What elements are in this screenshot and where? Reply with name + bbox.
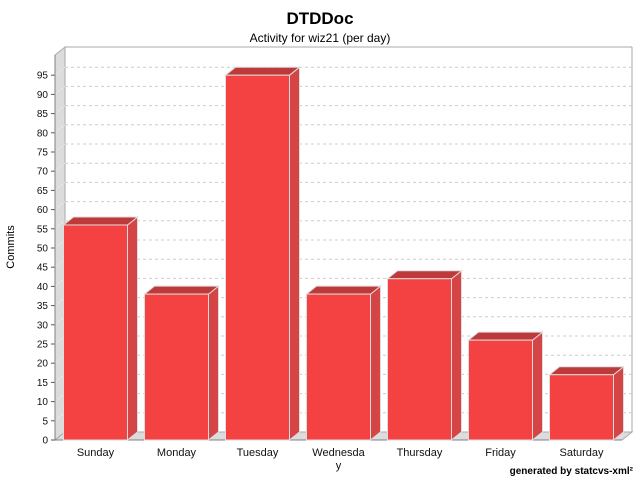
y-tick-label-0: 0 bbox=[42, 436, 48, 447]
bar-thursday-top bbox=[386, 270, 463, 280]
bar-monday bbox=[143, 285, 220, 442]
y-tick-label-10: 10 bbox=[37, 397, 49, 408]
bar-saturday-top bbox=[548, 366, 625, 376]
y-tick-label-85: 85 bbox=[37, 109, 49, 120]
y-tick-label-35: 35 bbox=[37, 301, 49, 312]
bar-sunday-front bbox=[63, 224, 128, 441]
x-tick-label-tuesday: Tuesday bbox=[237, 447, 279, 459]
y-tick-label-90: 90 bbox=[37, 90, 49, 101]
y-tick-label-20: 20 bbox=[37, 359, 49, 370]
bar-wednesday bbox=[305, 285, 382, 442]
y-tick-label-65: 65 bbox=[37, 186, 49, 197]
bar-thursday-front bbox=[387, 278, 452, 441]
y-tick-label-60: 60 bbox=[37, 205, 49, 216]
y-tick-label-75: 75 bbox=[37, 148, 49, 159]
bar-saturday-side bbox=[613, 365, 624, 442]
chart-subtitle: Activity for wiz21 (per day) bbox=[250, 31, 391, 45]
bar-friday bbox=[467, 331, 544, 442]
generator-credit: generated by statcvs-xml² bbox=[510, 466, 634, 477]
bar-monday-front bbox=[144, 293, 209, 441]
x-tick-label-monday: Monday bbox=[157, 447, 197, 459]
x-tick-label-friday: Friday bbox=[485, 447, 516, 459]
x-tick-label-wednesday: Wednesda y bbox=[312, 447, 365, 472]
bar-sunday-side bbox=[127, 215, 138, 442]
y-axis-title: Commits bbox=[5, 225, 17, 269]
bar-thursday bbox=[386, 269, 463, 442]
bar-wednesday-front bbox=[306, 293, 371, 441]
plot-area: 0 5 10 15 20 25 30 35 40 45 50 55 60 65 70 75 80 85 90 95 Su… bbox=[37, 45, 634, 472]
y-tick-label-15: 15 bbox=[37, 378, 49, 389]
y-tick-label-80: 80 bbox=[37, 128, 49, 139]
bar-monday-side bbox=[208, 285, 219, 442]
bar-tuesday bbox=[224, 66, 301, 442]
bar-wednesday-side bbox=[370, 285, 381, 442]
bar-monday-top bbox=[143, 285, 220, 295]
x-tick-label-saturday: Saturday bbox=[559, 447, 604, 459]
y-tick-label-45: 45 bbox=[37, 263, 49, 274]
y-tick-label-5: 5 bbox=[42, 416, 48, 427]
y-tick-label-55: 55 bbox=[37, 224, 49, 235]
bar-sunday bbox=[62, 215, 139, 442]
bar-friday-side bbox=[532, 331, 543, 442]
x-tick-label-thursday: Thursday bbox=[397, 447, 443, 459]
bar-friday-top bbox=[467, 331, 544, 341]
bar-friday-front bbox=[468, 339, 533, 441]
bar-saturday bbox=[548, 365, 625, 442]
bar-tuesday-side bbox=[289, 66, 300, 442]
chart-title: DTDDoc bbox=[286, 9, 353, 28]
bar-sunday-top bbox=[62, 216, 139, 226]
y-tick-label-40: 40 bbox=[37, 282, 49, 293]
y-tick-label-25: 25 bbox=[37, 340, 49, 351]
y-tick-label-30: 30 bbox=[37, 320, 49, 331]
y-tick-label-50: 50 bbox=[37, 244, 49, 255]
bar-tuesday-front bbox=[225, 74, 290, 441]
y-tick-label-95: 95 bbox=[37, 71, 49, 82]
y-tick-label-70: 70 bbox=[37, 167, 49, 178]
bar-tuesday-top bbox=[224, 66, 301, 76]
bar-thursday-side bbox=[451, 269, 462, 442]
bar-wednesday-top bbox=[305, 285, 382, 295]
bar-saturday-front bbox=[549, 374, 614, 441]
x-tick-label-sunday: Sunday bbox=[77, 447, 115, 459]
